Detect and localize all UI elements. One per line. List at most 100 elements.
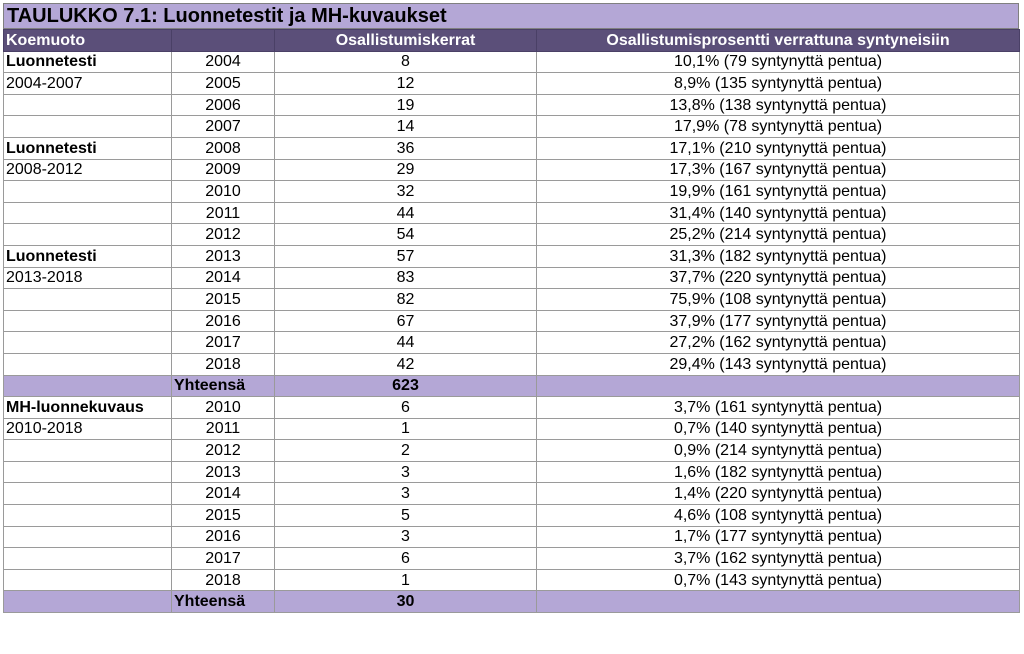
year-cell: 2014 xyxy=(171,482,275,506)
group-label-cell xyxy=(3,93,172,117)
count-cell: 42 xyxy=(274,352,537,376)
total-row: Yhteensä 30 xyxy=(3,590,1020,614)
table-row: 2012 54 25,2% (214 syntynyttä pentua) xyxy=(3,223,1020,246)
table-row: 2017 6 3,7% (162 syntynyttä pentua) xyxy=(3,547,1020,570)
year-cell: 2008 xyxy=(171,136,275,160)
percentage-cell: 8,9% (135 syntynyttä pentua) xyxy=(536,72,1020,95)
year-cell: 2004 xyxy=(171,50,275,74)
count-cell: 8 xyxy=(274,50,537,74)
group-label-cell xyxy=(3,460,172,484)
table-row: 2014 3 1,4% (220 syntynyttä pentua) xyxy=(3,482,1020,506)
table-body: Luonnetesti 2004 8 10,1% (79 syntynyttä pen… xyxy=(3,50,1020,614)
count-cell: 12 xyxy=(274,72,537,95)
count-cell: 3 xyxy=(274,460,537,484)
count-cell: 83 xyxy=(274,266,537,290)
percentage-cell: 1,7% (177 syntynyttä pentua) xyxy=(536,525,1020,549)
year-cell: 2007 xyxy=(171,115,275,138)
group-label: Luonnetesti xyxy=(3,244,172,268)
total-label: Yhteensä xyxy=(171,590,275,614)
year-cell: 2012 xyxy=(171,439,275,462)
total-value: 623 xyxy=(274,374,537,398)
count-cell: 29 xyxy=(274,158,537,182)
year-cell: 2016 xyxy=(171,525,275,549)
total-empty-cell xyxy=(3,590,172,614)
header-row: Koemuoto Osallistumiskerrat Osallistumis… xyxy=(3,29,1020,52)
year-cell: 2018 xyxy=(171,568,275,592)
percentage-cell: 19,9% (161 syntynyttä pentua) xyxy=(536,180,1020,203)
table-row: Luonnetesti 2008 36 17,1% (210 syntynyttä p… xyxy=(3,136,1020,160)
group-label-cell xyxy=(3,115,172,138)
count-cell: 36 xyxy=(274,136,537,160)
count-cell: 19 xyxy=(274,93,537,117)
table-row: 2004-2007 2005 12 8,9% (135 syntynyttä pent… xyxy=(3,72,1020,95)
percentage-cell: 17,1% (210 syntynyttä pentua) xyxy=(536,136,1020,160)
group-label-cell xyxy=(3,504,172,527)
count-cell: 57 xyxy=(274,244,537,268)
count-cell: 6 xyxy=(274,547,537,570)
percentage-cell: 27,2% (162 syntynyttä pentua) xyxy=(536,331,1020,354)
document-page: TAULUKKO 7.1: Luonnetestit ja MH-kuvauks… xyxy=(3,3,1020,614)
count-cell: 1 xyxy=(274,568,537,592)
percentage-cell: 3,7% (161 syntynyttä pentua) xyxy=(536,396,1020,419)
count-cell: 2 xyxy=(274,439,537,462)
percentage-cell: 75,9% (108 syntynyttä pentua) xyxy=(536,288,1020,311)
year-cell: 2017 xyxy=(171,331,275,354)
count-cell: 32 xyxy=(274,180,537,203)
count-cell: 44 xyxy=(274,331,537,354)
percentage-cell: 10,1% (79 syntynyttä pentua) xyxy=(536,50,1020,74)
table-row: 2008-2012 2009 29 17,3% (167 syntynyttä pen… xyxy=(3,158,1020,182)
group-label-cell xyxy=(3,352,172,376)
group-sublabel: 2013-2018 xyxy=(3,266,172,290)
table-row: 2015 5 4,6% (108 syntynyttä pentua) xyxy=(3,504,1020,527)
year-cell: 2012 xyxy=(171,223,275,246)
percentage-cell: 3,7% (162 syntynyttä pentua) xyxy=(536,547,1020,570)
year-cell: 2005 xyxy=(171,72,275,95)
group-label-cell xyxy=(3,180,172,203)
year-cell: 2015 xyxy=(171,504,275,527)
percentage-cell: 25,2% (214 syntynyttä pentua) xyxy=(536,223,1020,246)
table-row: 2012 2 0,9% (214 syntynyttä pentua) xyxy=(3,439,1020,462)
header-osallistumiskerrat: Osallistumiskerrat xyxy=(274,29,537,52)
table-row: 2006 19 13,8% (138 syntynyttä pentua) xyxy=(3,93,1020,117)
year-cell: 2013 xyxy=(171,460,275,484)
group-label-cell xyxy=(3,331,172,354)
participation-table: Koemuoto Osallistumiskerrat Osallistumis… xyxy=(3,29,1020,614)
table-row: 2011 44 31,4% (140 syntynyttä pentua) xyxy=(3,201,1020,225)
table-row: Luonnetesti 2013 57 31,3% (182 syntynyttä p… xyxy=(3,244,1020,268)
table-row: 2018 1 0,7% (143 syntynyttä pentua) xyxy=(3,568,1020,592)
total-empty-cell xyxy=(536,590,1020,614)
year-cell: 2017 xyxy=(171,547,275,570)
percentage-cell: 4,6% (108 syntynyttä pentua) xyxy=(536,504,1020,527)
percentage-cell: 13,8% (138 syntynyttä pentua) xyxy=(536,93,1020,117)
group-sublabel: 2004-2007 xyxy=(3,72,172,95)
percentage-cell: 37,7% (220 syntynyttä pentua) xyxy=(536,266,1020,290)
table-row: Luonnetesti 2004 8 10,1% (79 syntynyttä pen… xyxy=(3,50,1020,74)
table-title: TAULUKKO 7.1: Luonnetestit ja MH-kuvauks… xyxy=(3,3,1019,29)
group-label-cell xyxy=(3,223,172,246)
year-cell: 2006 xyxy=(171,93,275,117)
year-cell: 2010 xyxy=(171,180,275,203)
group-label-cell xyxy=(3,439,172,462)
year-cell: 2014 xyxy=(171,266,275,290)
group-sublabel: 2008-2012 xyxy=(3,158,172,182)
table-row: 2018 42 29,4% (143 syntynyttä pentua) xyxy=(3,352,1020,376)
percentage-cell: 31,4% (140 syntynyttä pentua) xyxy=(536,201,1020,225)
count-cell: 82 xyxy=(274,288,537,311)
percentage-cell: 1,4% (220 syntynyttä pentua) xyxy=(536,482,1020,506)
total-empty-cell xyxy=(536,374,1020,398)
year-cell: 2018 xyxy=(171,352,275,376)
total-value: 30 xyxy=(274,590,537,614)
group-label-cell xyxy=(3,309,172,333)
count-cell: 3 xyxy=(274,482,537,506)
percentage-cell: 1,6% (182 syntynyttä pentua) xyxy=(536,460,1020,484)
total-empty-cell xyxy=(3,374,172,398)
year-cell: 2015 xyxy=(171,288,275,311)
percentage-cell: 0,9% (214 syntynyttä pentua) xyxy=(536,439,1020,462)
year-cell: 2010 xyxy=(171,396,275,419)
group-label: MH-luonnekuvaus xyxy=(3,396,172,419)
year-cell: 2016 xyxy=(171,309,275,333)
group-label-cell xyxy=(3,568,172,592)
count-cell: 5 xyxy=(274,504,537,527)
count-cell: 3 xyxy=(274,525,537,549)
total-row: Yhteensä 623 xyxy=(3,374,1020,398)
